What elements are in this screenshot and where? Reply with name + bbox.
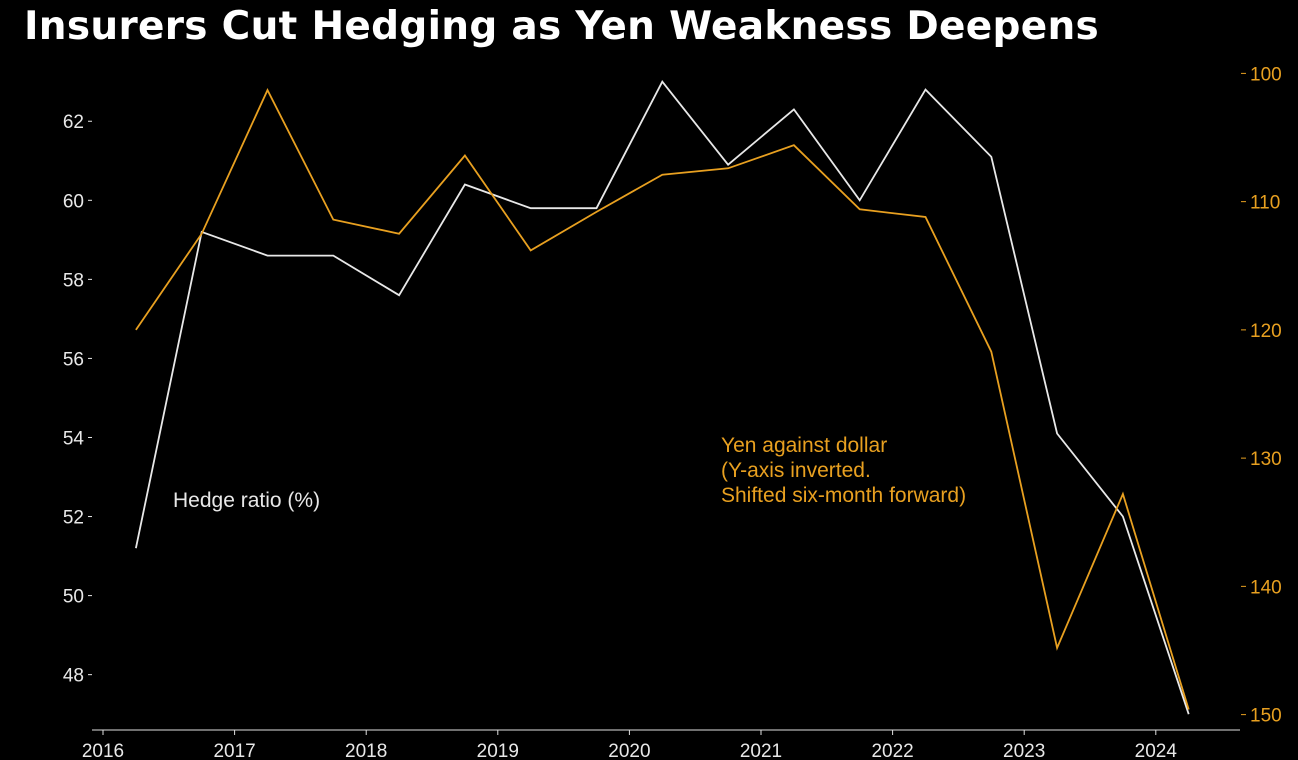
right-y-axis: 100 110 120 130 140 150 — [1241, 64, 1282, 727]
x-tick-label: 2018 — [345, 741, 387, 760]
left-tick-label: 48 — [63, 666, 84, 687]
hedge-ratio-line — [135, 80, 1190, 715]
x-tick-label: 2019 — [477, 741, 519, 760]
x-axis: 2016 2017 2018 2019 2020 2021 2022 2023 2024 — [82, 729, 1240, 760]
right-tick-label: 100 — [1250, 64, 1282, 85]
right-tick-label: 150 — [1250, 706, 1282, 727]
left-tick-label: 54 — [63, 428, 85, 449]
x-tick-label: 2023 — [1003, 741, 1045, 760]
series-lines — [135, 80, 1190, 715]
x-tick-label: 2016 — [82, 741, 124, 760]
right-tick-label: 110 — [1250, 193, 1280, 214]
left-tick-label: 52 — [63, 508, 84, 529]
x-tick-label: 2022 — [871, 741, 913, 760]
x-tick-label: 2024 — [1135, 741, 1178, 760]
left-tick-label: 50 — [63, 587, 84, 608]
left-tick-label: 56 — [63, 349, 84, 370]
yen-dollar-label: Yen against dollar (Y-axis inverted. Shift… — [721, 434, 966, 507]
left-tick-label: 62 — [63, 112, 84, 133]
x-tick-label: 2020 — [608, 741, 650, 760]
right-tick-label: 130 — [1250, 449, 1282, 470]
right-tick-label: 140 — [1250, 577, 1282, 598]
yen-dollar-label-line: (Y-axis inverted. — [721, 459, 871, 482]
yen-dollar-label-line: Shifted six-month forward) — [721, 484, 966, 507]
x-tick-label: 2017 — [213, 741, 255, 760]
yen-dollar-line — [135, 88, 1190, 710]
right-tick-label: 120 — [1250, 321, 1282, 342]
left-tick-label: 58 — [63, 270, 84, 291]
left-y-axis: 48 50 52 54 56 58 60 62 — [63, 112, 92, 687]
chart-title: Insurers Cut Hedging as Yen Weakness Dee… — [24, 4, 1100, 49]
yen-dollar-label-line: Yen against dollar — [721, 434, 887, 457]
hedge-ratio-label: Hedge ratio (%) — [173, 489, 320, 512]
x-tick-label: 2021 — [740, 741, 782, 760]
left-tick-label: 60 — [63, 191, 84, 212]
series-labels: Hedge ratio (%) Yen against dollar (Y-axis… — [173, 434, 966, 512]
